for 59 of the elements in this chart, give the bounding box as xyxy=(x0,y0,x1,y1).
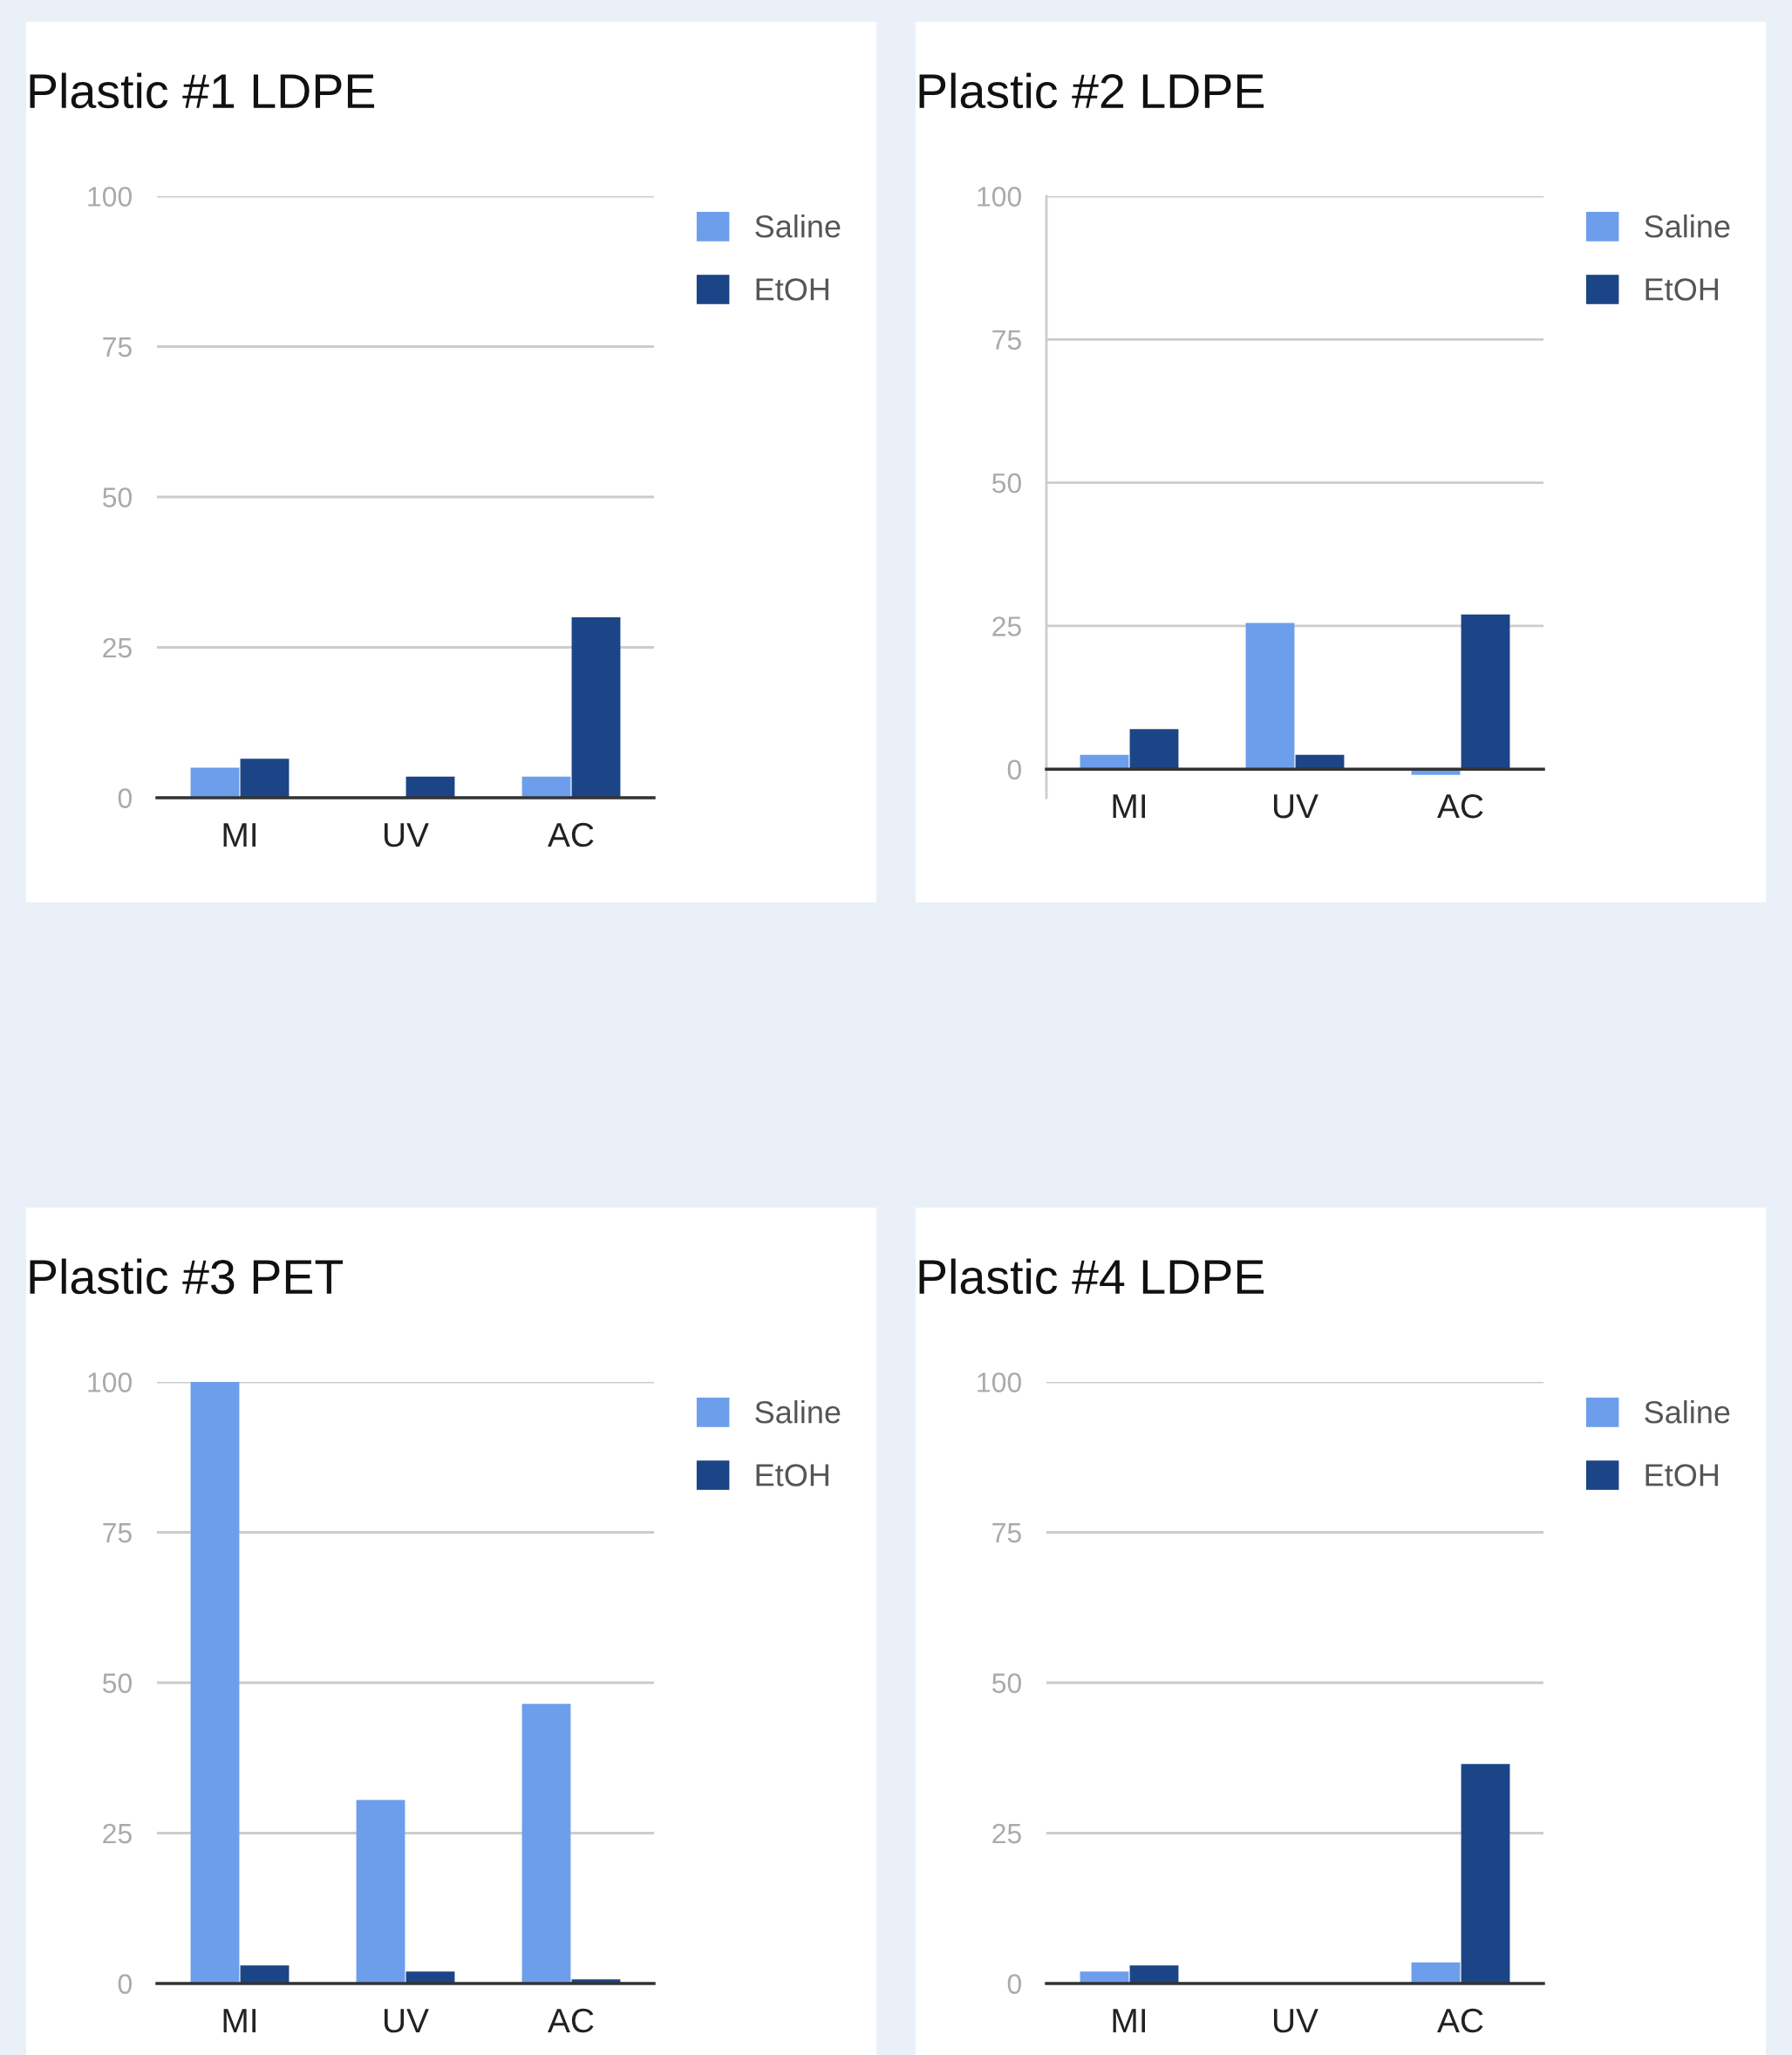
bar xyxy=(1245,623,1295,770)
x-tick-label: AC xyxy=(548,822,594,847)
y-tick-label: 50 xyxy=(991,473,1021,493)
x-tick-label: MI xyxy=(1113,794,1146,819)
y-tick-label: 0 xyxy=(118,1974,132,1994)
bar xyxy=(190,767,240,798)
legend-label: EtOH xyxy=(756,278,828,301)
y-tick-label: 50 xyxy=(991,1673,1021,1693)
y-tick-label: 25 xyxy=(103,637,132,658)
x-tick-label: UV xyxy=(1273,794,1318,819)
legend-label: EtOH xyxy=(756,1464,828,1487)
x-tick-label: AC xyxy=(1437,793,1483,819)
y-tick-label: 25 xyxy=(103,1823,132,1844)
x-tick-label: AC xyxy=(548,2008,594,2033)
y-tick-label: 75 xyxy=(103,337,132,357)
y-tick-label: 75 xyxy=(103,1523,132,1543)
chart-title: Plastic #4 LDPE xyxy=(919,1258,1264,1295)
bar xyxy=(571,617,621,798)
y-tick-label: 75 xyxy=(992,330,1021,350)
legend-label: Saline xyxy=(755,214,841,238)
bar xyxy=(1461,1764,1510,1984)
x-tick-label: UV xyxy=(1273,2009,1318,2033)
y-tick-label: 25 xyxy=(992,1823,1021,1844)
y-tick-label: 100 xyxy=(978,1372,1021,1392)
y-tick-label: 25 xyxy=(992,616,1021,636)
chart-title: Plastic #3 PET xyxy=(30,1258,344,1295)
bar xyxy=(521,776,571,798)
legend-label: EtOH xyxy=(1646,278,1718,301)
legend-label: Saline xyxy=(755,1400,841,1424)
y-tick-label: 0 xyxy=(1007,759,1021,780)
y-tick-label: 75 xyxy=(992,1523,1021,1543)
x-tick-label: MI xyxy=(223,823,256,847)
y-tick-label: 0 xyxy=(1007,1974,1021,1994)
y-tick-label: 100 xyxy=(978,187,1021,207)
x-tick-label: UV xyxy=(384,2009,429,2033)
bar xyxy=(1129,1965,1179,1984)
legend-label: Saline xyxy=(1645,1400,1730,1424)
legend-label: EtOH xyxy=(1646,1464,1718,1487)
bar xyxy=(356,1800,405,1984)
y-tick-label: 50 xyxy=(102,1673,132,1693)
bar xyxy=(521,1704,571,1984)
bar xyxy=(190,1382,240,1984)
bar xyxy=(240,1965,290,1984)
y-tick-label: 50 xyxy=(102,487,132,507)
y-tick-label: 100 xyxy=(88,1372,132,1392)
bar xyxy=(1411,1962,1461,1984)
bar xyxy=(1129,729,1179,770)
chart-title: Plastic #1 LDPE xyxy=(30,72,375,109)
y-tick-label: 0 xyxy=(118,788,132,808)
x-tick-label: MI xyxy=(1113,2009,1146,2032)
chart-title: Plastic #2 LDPE xyxy=(919,72,1264,109)
legend-label: Saline xyxy=(1645,214,1730,238)
bar xyxy=(405,776,455,798)
bar xyxy=(1461,614,1510,770)
y-tick-label: 100 xyxy=(88,187,132,207)
x-tick-label: UV xyxy=(384,823,429,847)
x-tick-label: AC xyxy=(1437,2008,1483,2033)
bar xyxy=(240,759,290,798)
x-tick-label: MI xyxy=(223,2009,256,2032)
